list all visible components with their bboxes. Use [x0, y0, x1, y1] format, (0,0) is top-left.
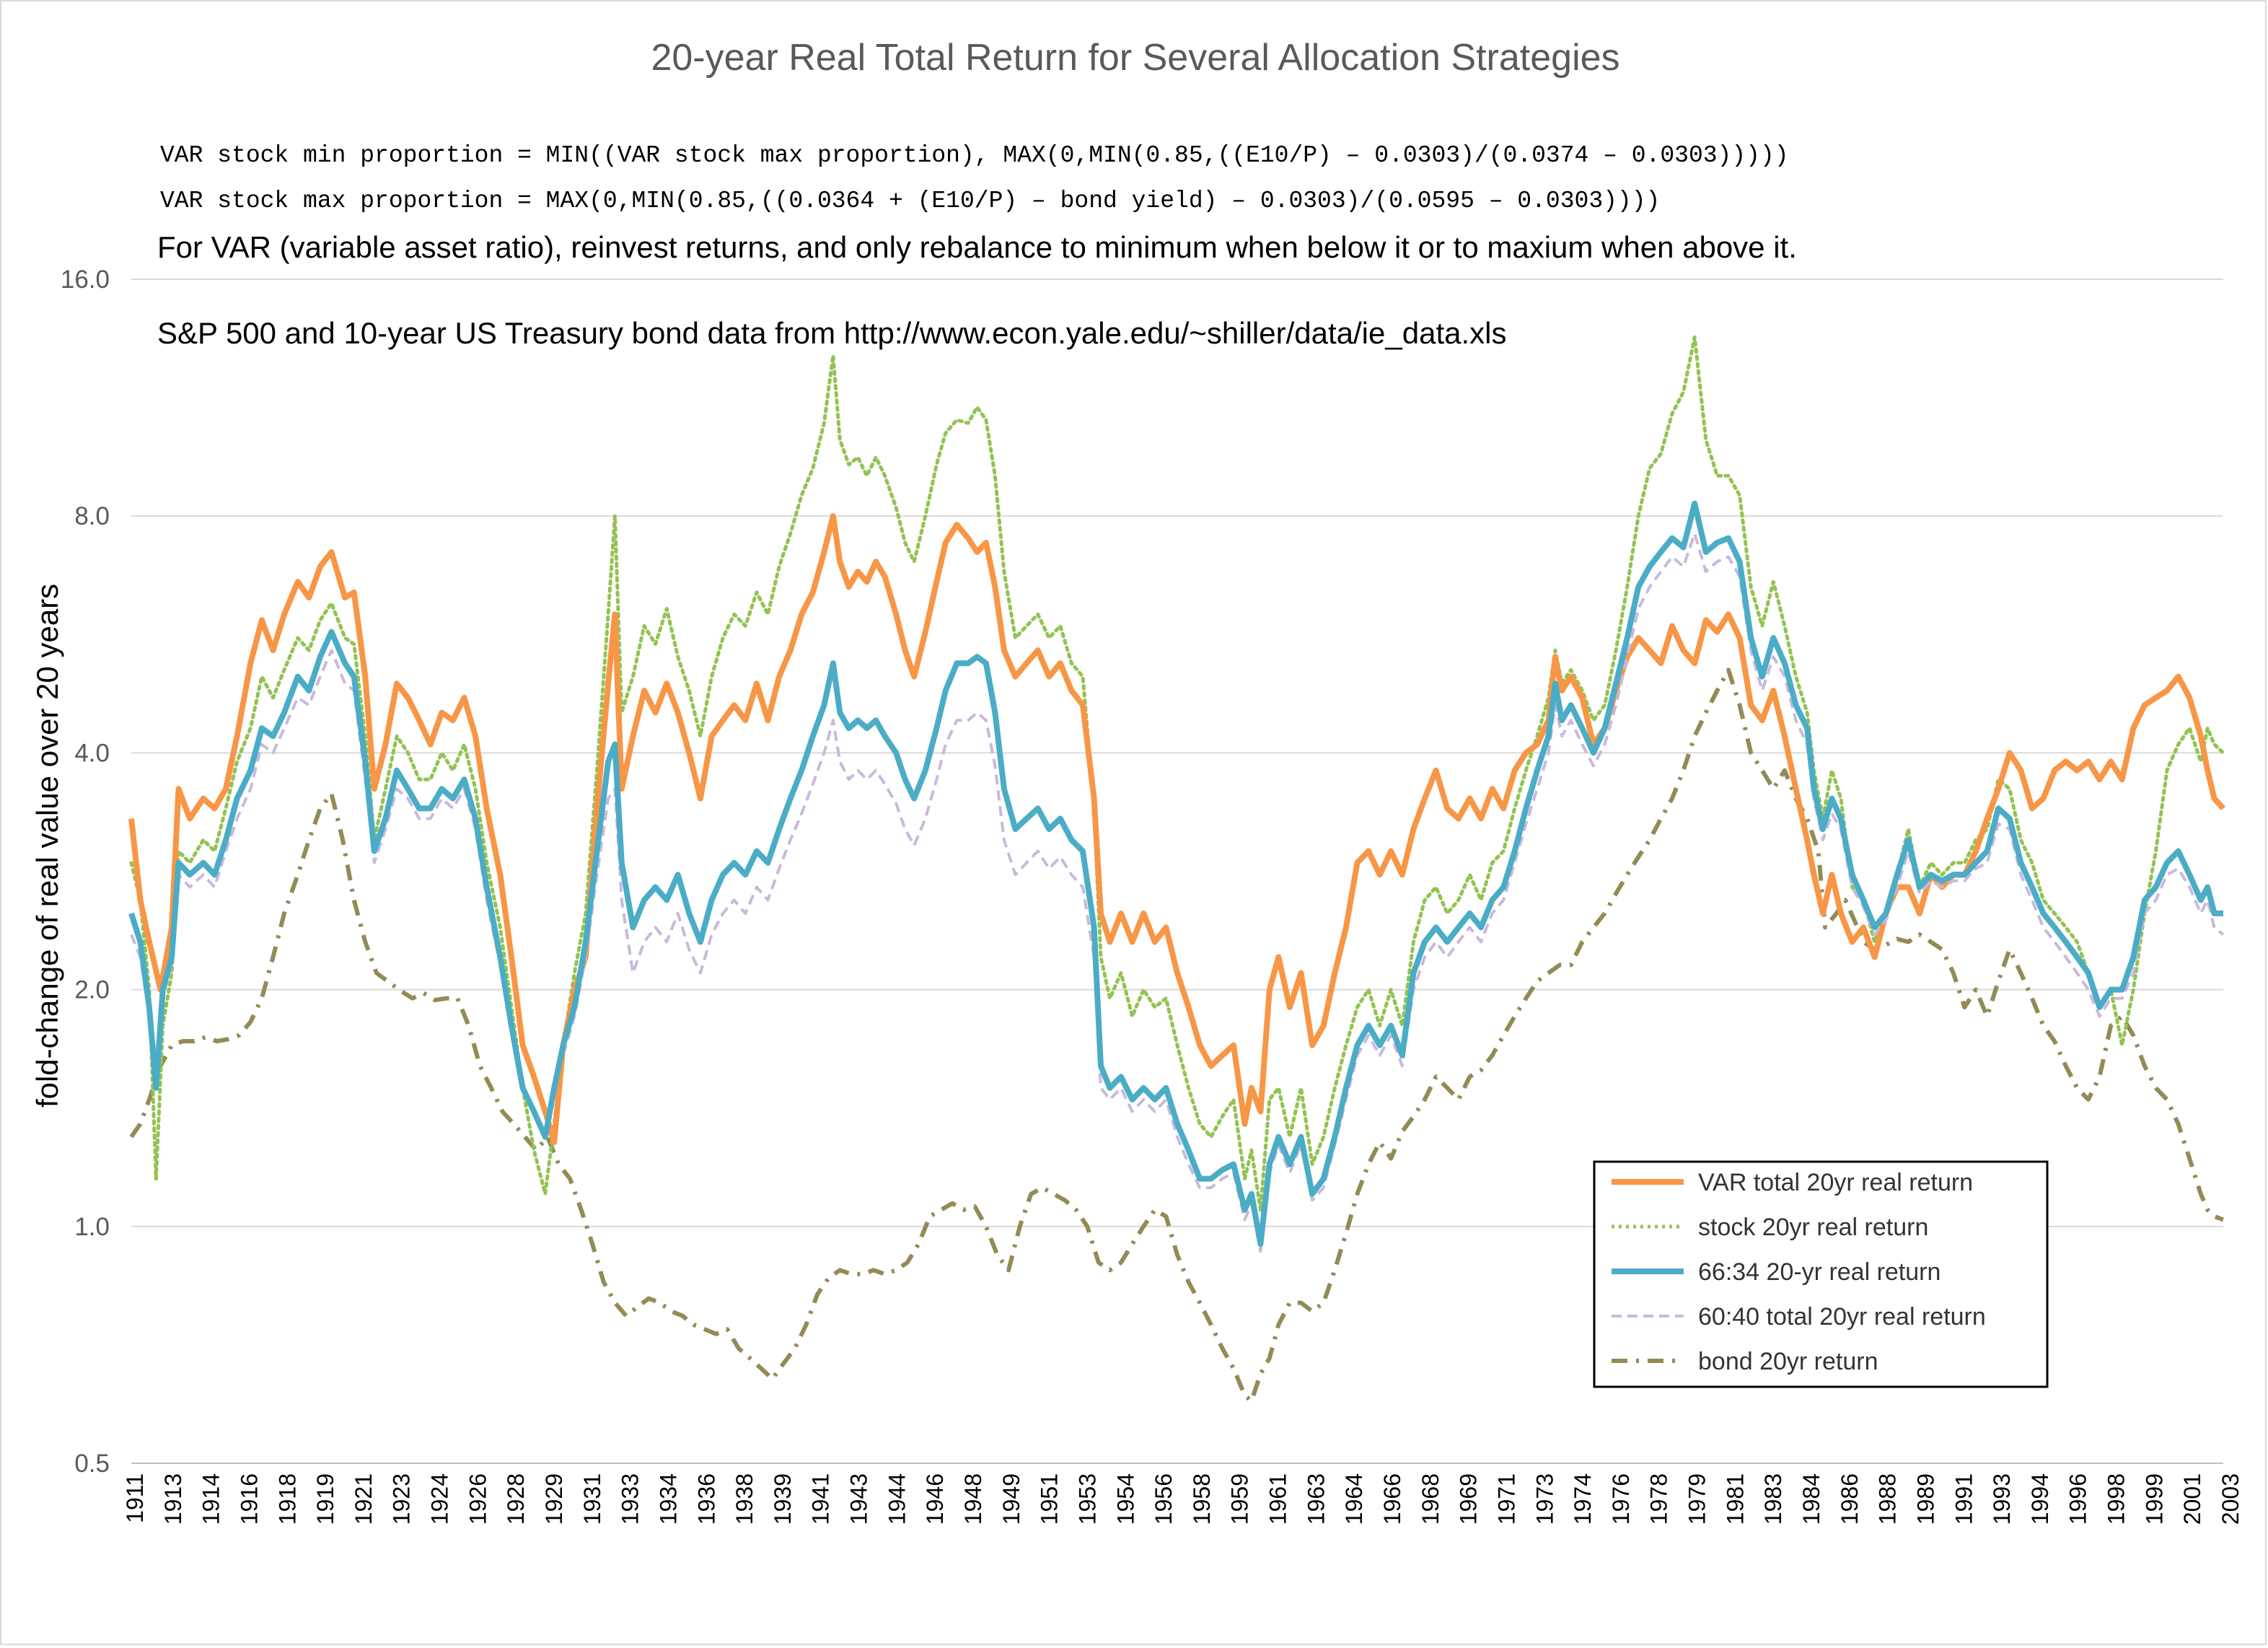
- legend-label: bond 20yr return: [1698, 1348, 1878, 1375]
- x-tick-label: 1978: [1646, 1473, 1672, 1525]
- x-tick-label: 1961: [1265, 1473, 1291, 1525]
- x-tick-label: 1988: [1875, 1473, 1901, 1525]
- y-tick-label: 4.0: [74, 739, 110, 767]
- x-tick-label: 1993: [1989, 1473, 2015, 1525]
- x-tick-label: 1928: [503, 1473, 529, 1525]
- annotation-formula-max: VAR stock max proportion = MAX(0,MIN(0.8…: [160, 188, 1660, 214]
- x-tick-label: 1948: [960, 1473, 986, 1525]
- x-tick-label: 1979: [1684, 1473, 1710, 1525]
- x-tick-label: 1964: [1341, 1473, 1367, 1525]
- y-axis-label: fold-change of real value over 20 years: [30, 584, 64, 1108]
- x-tick-label: 1994: [2027, 1473, 2053, 1525]
- series-line-66-34-20-yr-real-return: [128, 500, 2223, 1248]
- x-tick-label: 1959: [1227, 1473, 1253, 1525]
- series-line-var-total-20yr-real-return: [128, 513, 2225, 1145]
- x-tick-label: 1946: [922, 1473, 948, 1525]
- x-tick-label: 1921: [351, 1473, 377, 1525]
- series-line-bond-20yr-return: [129, 667, 2225, 1403]
- x-tick-label: 1954: [1112, 1473, 1138, 1525]
- x-tick-label: 1999: [2141, 1473, 2167, 1525]
- x-tick-label: 1931: [579, 1473, 605, 1525]
- x-tick-label: 1914: [198, 1473, 224, 1525]
- x-tick-label: 1924: [427, 1473, 453, 1525]
- x-tick-label: 1996: [2065, 1473, 2091, 1525]
- x-tick-label: 1944: [884, 1473, 910, 1525]
- x-tick-label: 1963: [1303, 1473, 1329, 1525]
- x-tick-labels: 1911 1913 1914 1916 1918 1919 1921 1923 1924 1926…: [122, 1473, 2243, 1525]
- x-tick-label: 1981: [1722, 1473, 1748, 1525]
- x-tick-label: 1936: [693, 1473, 719, 1525]
- x-tick-label: 1938: [731, 1473, 757, 1525]
- x-tick-label: 1939: [770, 1473, 796, 1525]
- x-tick-label: 1983: [1760, 1473, 1786, 1525]
- x-tick-label: 1916: [236, 1473, 262, 1525]
- x-tick-label: 1956: [1151, 1473, 1177, 1525]
- x-tick-label: 1943: [846, 1473, 872, 1525]
- x-tick-label: 1984: [1798, 1473, 1824, 1525]
- x-tick-label: 1976: [1608, 1473, 1634, 1525]
- x-tick-label: 1918: [274, 1473, 300, 1525]
- legend-label: stock 20yr real return: [1698, 1214, 1928, 1241]
- y-tick-label: 1.0: [74, 1213, 110, 1241]
- x-tick-label: 1926: [465, 1473, 491, 1525]
- y-tick-label: 8.0: [74, 502, 110, 530]
- x-tick-label: 1989: [1912, 1473, 1938, 1525]
- x-tick-label: 1968: [1418, 1473, 1443, 1525]
- x-tick-label: 1986: [1837, 1473, 1863, 1525]
- x-tick-label: 1971: [1493, 1473, 1519, 1525]
- legend-label: 60:40 total 20yr real return: [1698, 1303, 1986, 1331]
- x-tick-label: 1953: [1074, 1473, 1100, 1525]
- annotation-data-source: S&P 500 and 10-year US Treasury bond dat…: [157, 316, 1506, 350]
- y-tick-labels: 0.5 1.0 2.0 4.0 8.0 16.0: [61, 266, 110, 1478]
- x-tick-label: 2001: [2179, 1473, 2205, 1525]
- x-tick-label: 1949: [998, 1473, 1024, 1525]
- x-tick-label: 1966: [1379, 1473, 1405, 1525]
- annotation-formula-min: VAR stock min proportion = MIN((VAR stoc…: [160, 142, 1789, 169]
- annotation-rebalance-note: For VAR (variable asset ratio), reinvest…: [157, 230, 1797, 264]
- x-tick-label: 1991: [1951, 1473, 1977, 1525]
- x-tick-label: 1941: [808, 1473, 834, 1525]
- legend: VAR total 20yr real return stock 20yr rea…: [1593, 1160, 2049, 1388]
- x-tick-label: 1951: [1037, 1473, 1063, 1525]
- x-tick-label: 1934: [655, 1473, 681, 1525]
- legend-label: 66:34 20-yr real return: [1698, 1258, 1940, 1286]
- y-tick-label: 16.0: [61, 266, 110, 294]
- x-tick-label: 2003: [2218, 1473, 2243, 1525]
- x-tick-label: 1958: [1189, 1473, 1215, 1525]
- series-line-stock-20yr-real-return: [129, 335, 2225, 1212]
- series-lines: [128, 335, 2225, 1403]
- x-tick-label: 1929: [541, 1473, 567, 1525]
- x-tick-label: 1998: [2104, 1473, 2129, 1525]
- x-tick-label: 1933: [617, 1473, 643, 1525]
- chart-title: 20-year Real Total Return for Several Al…: [651, 37, 1619, 79]
- y-tick-label: 2.0: [74, 976, 110, 1004]
- y-tick-label: 0.5: [74, 1450, 110, 1478]
- x-tick-label: 1913: [160, 1473, 186, 1525]
- x-tick-label: 1911: [122, 1473, 148, 1523]
- legend-label: VAR total 20yr real return: [1698, 1169, 1973, 1196]
- x-tick-label: 1919: [312, 1473, 338, 1525]
- x-tick-label: 1974: [1570, 1473, 1596, 1525]
- x-tick-label: 1969: [1456, 1473, 1482, 1525]
- x-tick-label: 1973: [1531, 1473, 1557, 1525]
- x-tick-label: 1923: [389, 1473, 415, 1525]
